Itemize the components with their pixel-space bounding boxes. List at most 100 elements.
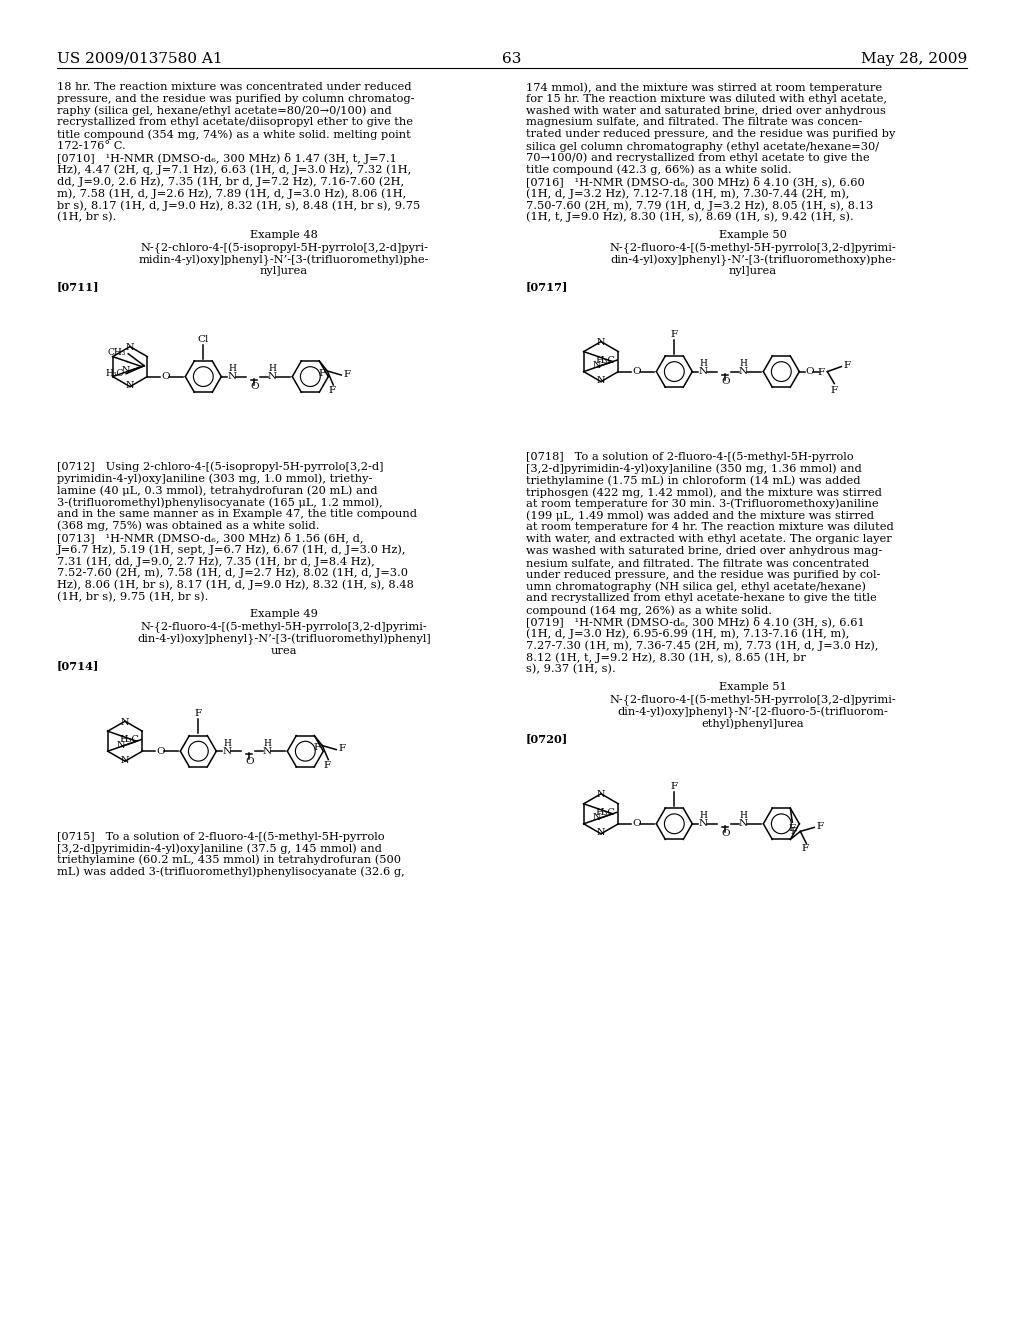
Text: nyl]urea: nyl]urea	[729, 267, 777, 276]
Text: J=6.7 Hz), 5.19 (1H, sept, J=6.7 Hz), 6.67 (1H, d, J=3.0 Hz),: J=6.7 Hz), 5.19 (1H, sept, J=6.7 Hz), 6.…	[57, 544, 407, 554]
Text: F: F	[318, 368, 326, 378]
Text: at room temperature for 30 min. 3-(Trifluoromethoxy)aniline: at room temperature for 30 min. 3-(Trifl…	[526, 499, 879, 510]
Text: br s), 8.17 (1H, d, J=9.0 Hz), 8.32 (1H, s), 8.48 (1H, br s), 9.75: br s), 8.17 (1H, d, J=9.0 Hz), 8.32 (1H,…	[57, 201, 420, 211]
Text: N: N	[267, 372, 276, 381]
Text: Example 48: Example 48	[250, 230, 317, 240]
Text: N-{2-fluoro-4-[(5-methyl-5H-pyrrolo[3,2-d]pyrimi-: N-{2-fluoro-4-[(5-methyl-5H-pyrrolo[3,2-…	[140, 622, 427, 634]
Text: [3,2-d]pyrimidin-4-yl)oxy]aniline (350 mg, 1.36 mmol) and: [3,2-d]pyrimidin-4-yl)oxy]aniline (350 m…	[526, 463, 862, 474]
Text: N: N	[597, 828, 605, 837]
Text: H: H	[223, 739, 231, 747]
Text: F: F	[791, 826, 798, 836]
Text: F: F	[844, 362, 851, 370]
Text: H: H	[268, 364, 276, 374]
Text: N: N	[263, 747, 272, 755]
Text: H: H	[739, 359, 748, 368]
Text: mL) was added 3-(trifluoromethyl)phenylisocyanate (32.6 g,: mL) was added 3-(trifluoromethyl)phenyli…	[57, 867, 404, 878]
Text: triethylamine (60.2 mL, 435 mmol) in tetrahydrofuran (500: triethylamine (60.2 mL, 435 mmol) in tet…	[57, 855, 401, 866]
Text: 7.50-7.60 (2H, m), 7.79 (1H, d, J=3.2 Hz), 8.05 (1H, s), 8.13: 7.50-7.60 (2H, m), 7.79 (1H, d, J=3.2 Hz…	[526, 201, 873, 211]
Text: F: F	[816, 822, 823, 830]
Text: N-{2-fluoro-4-[(5-methyl-5H-pyrrolo[3,2-d]pyrimi-: N-{2-fluoro-4-[(5-methyl-5H-pyrrolo[3,2-…	[609, 243, 896, 253]
Text: at room temperature for 4 hr. The reaction mixture was diluted: at room temperature for 4 hr. The reacti…	[526, 523, 894, 532]
Text: F: F	[329, 385, 336, 395]
Text: F: F	[817, 368, 824, 378]
Text: pressure, and the residue was purified by column chromatog-: pressure, and the residue was purified b…	[57, 94, 415, 104]
Text: H: H	[263, 739, 271, 747]
Text: F: F	[195, 709, 202, 718]
Text: 63: 63	[503, 51, 521, 66]
Text: O: O	[721, 829, 730, 838]
Text: F: F	[313, 743, 321, 752]
Text: N: N	[738, 820, 748, 828]
Text: 7.31 (1H, dd, J=9.0, 2.7 Hz), 7.35 (1H, br d, J=8.4 Hz),: 7.31 (1H, dd, J=9.0, 2.7 Hz), 7.35 (1H, …	[57, 556, 375, 566]
Text: was washed with saturated brine, dried over anhydrous mag-: was washed with saturated brine, dried o…	[526, 546, 883, 556]
Text: [0719]   ¹H-NMR (DMSO-d₆, 300 MHz) δ 4.10 (3H, s), 6.61: [0719] ¹H-NMR (DMSO-d₆, 300 MHz) δ 4.10 …	[526, 616, 864, 627]
Text: O: O	[245, 756, 254, 766]
Text: N: N	[126, 343, 134, 352]
Text: CH₃: CH₃	[108, 348, 126, 358]
Text: nyl]urea: nyl]urea	[260, 267, 308, 276]
Text: and recrystallized from ethyl acetate-hexane to give the title: and recrystallized from ethyl acetate-he…	[526, 593, 877, 603]
Text: H₃C: H₃C	[105, 370, 124, 379]
Text: O: O	[156, 747, 165, 755]
Text: m), 7.58 (1H, d, J=2.6 Hz), 7.89 (1H, d, J=3.0 Hz), 8.06 (1H,: m), 7.58 (1H, d, J=2.6 Hz), 7.89 (1H, d,…	[57, 189, 407, 199]
Text: 3-(trifluoromethyl)phenylisocyanate (165 μL, 1.2 mmol),: 3-(trifluoromethyl)phenylisocyanate (165…	[57, 498, 383, 508]
Text: (199 μL, 1.49 mmol) was added and the mixture was stirred: (199 μL, 1.49 mmol) was added and the mi…	[526, 511, 874, 521]
Text: title compound (354 mg, 74%) as a white solid. melting point: title compound (354 mg, 74%) as a white …	[57, 129, 411, 140]
Text: recrystallized from ethyl acetate/diisopropyl ether to give the: recrystallized from ethyl acetate/diisop…	[57, 117, 413, 128]
Text: dd, J=9.0, 2.6 Hz), 7.35 (1H, br d, J=7.2 Hz), 7.16-7.60 (2H,: dd, J=9.0, 2.6 Hz), 7.35 (1H, br d, J=7.…	[57, 177, 404, 187]
Text: H₃C: H₃C	[119, 735, 139, 744]
Text: N: N	[698, 367, 708, 376]
Text: N: N	[122, 366, 130, 375]
Text: under reduced pressure, and the residue was purified by col-: under reduced pressure, and the residue …	[526, 570, 881, 579]
Text: s), 9.37 (1H, s).: s), 9.37 (1H, s).	[526, 664, 615, 675]
Text: N: N	[223, 747, 231, 755]
Text: urea: urea	[270, 645, 297, 656]
Text: 172-176° C.: 172-176° C.	[57, 141, 126, 150]
Text: 7.52-7.60 (2H, m), 7.58 (1H, d, J=2.7 Hz), 8.02 (1H, d, J=3.0: 7.52-7.60 (2H, m), 7.58 (1H, d, J=2.7 Hz…	[57, 568, 408, 578]
Text: [3,2-d]pyrimidin-4-yl)oxy]aniline (37.5 g, 145 mmol) and: [3,2-d]pyrimidin-4-yl)oxy]aniline (37.5 …	[57, 843, 382, 854]
Text: N-{2-chloro-4-[(5-isopropyl-5H-pyrrolo[3,2-d]pyri-: N-{2-chloro-4-[(5-isopropyl-5H-pyrrolo[3…	[140, 243, 428, 253]
Text: [0720]: [0720]	[526, 733, 568, 744]
Text: F: F	[671, 330, 678, 339]
Text: O: O	[161, 372, 170, 381]
Text: silica gel column chromatography (ethyl acetate/hexane=30/: silica gel column chromatography (ethyl …	[526, 141, 880, 152]
Text: F: F	[788, 824, 796, 833]
Text: title compound (42.3 g, 66%) as a white solid.: title compound (42.3 g, 66%) as a white …	[526, 165, 792, 176]
Text: din-4-yl)oxy]phenyl}-N’-[3-(trifluoromethyl)phenyl]: din-4-yl)oxy]phenyl}-N’-[3-(trifluoromet…	[137, 634, 431, 645]
Text: ethyl)phenyl]urea: ethyl)phenyl]urea	[701, 718, 804, 729]
Text: N: N	[117, 741, 125, 750]
Text: (1H, br s).: (1H, br s).	[57, 211, 117, 222]
Text: [0710]   ¹H-NMR (DMSO-d₆, 300 MHz) δ 1.47 (3H, t, J=7.1: [0710] ¹H-NMR (DMSO-d₆, 300 MHz) δ 1.47 …	[57, 153, 397, 164]
Text: N: N	[121, 755, 129, 764]
Text: N: N	[738, 367, 748, 376]
Text: May 28, 2009: May 28, 2009	[861, 51, 967, 66]
Text: H: H	[228, 364, 237, 374]
Text: [0714]: [0714]	[57, 660, 99, 672]
Text: O: O	[632, 820, 641, 828]
Text: O: O	[805, 367, 814, 376]
Text: N-{2-fluoro-4-[(5-methyl-5H-pyrrolo[3,2-d]pyrimi-: N-{2-fluoro-4-[(5-methyl-5H-pyrrolo[3,2-…	[609, 694, 896, 706]
Text: 70→100/0) and recrystallized from ethyl acetate to give the: 70→100/0) and recrystallized from ethyl …	[526, 153, 869, 164]
Text: Hz), 8.06 (1H, br s), 8.17 (1H, d, J=9.0 Hz), 8.32 (1H, s), 8.48: Hz), 8.06 (1H, br s), 8.17 (1H, d, J=9.0…	[57, 579, 414, 590]
Text: raphy (silica gel, hexane/ethyl acetate=80/20→0/100) and: raphy (silica gel, hexane/ethyl acetate=…	[57, 106, 391, 116]
Text: washed with water and saturated brine, dried over anhydrous: washed with water and saturated brine, d…	[526, 106, 886, 116]
Text: [0713]   ¹H-NMR (DMSO-d₆, 300 MHz) δ 1.56 (6H, d,: [0713] ¹H-NMR (DMSO-d₆, 300 MHz) δ 1.56 …	[57, 532, 364, 544]
Text: (368 mg, 75%) was obtained as a white solid.: (368 mg, 75%) was obtained as a white so…	[57, 520, 319, 531]
Text: H₃C: H₃C	[595, 355, 615, 364]
Text: for 15 hr. The reaction mixture was diluted with ethyl acetate,: for 15 hr. The reaction mixture was dilu…	[526, 94, 887, 104]
Text: Hz), 4.47 (2H, q, J=7.1 Hz), 6.63 (1H, d, J=3.0 Hz), 7.32 (1H,: Hz), 4.47 (2H, q, J=7.1 Hz), 6.63 (1H, d…	[57, 165, 412, 176]
Text: [0718]   To a solution of 2-fluoro-4-[(5-methyl-5H-pyrrolo: [0718] To a solution of 2-fluoro-4-[(5-m…	[526, 451, 854, 462]
Text: (1H, t, J=9.0 Hz), 8.30 (1H, s), 8.69 (1H, s), 9.42 (1H, s).: (1H, t, J=9.0 Hz), 8.30 (1H, s), 8.69 (1…	[526, 211, 854, 222]
Text: [0717]: [0717]	[526, 281, 568, 292]
Text: umn chromatography (NH silica gel, ethyl acetate/hexane): umn chromatography (NH silica gel, ethyl…	[526, 581, 866, 591]
Text: [0715]   To a solution of 2-fluoro-4-[(5-methyl-5H-pyrrolo: [0715] To a solution of 2-fluoro-4-[(5-m…	[57, 832, 385, 842]
Text: F: F	[830, 385, 838, 395]
Text: O: O	[721, 378, 730, 387]
Text: triphosgen (422 mg, 1.42 mmol), and the mixture was stirred: triphosgen (422 mg, 1.42 mmol), and the …	[526, 487, 882, 498]
Text: 174 mmol), and the mixture was stirred at room temperature: 174 mmol), and the mixture was stirred a…	[526, 82, 882, 92]
Text: with water, and extracted with ethyl acetate. The organic layer: with water, and extracted with ethyl ace…	[526, 535, 892, 544]
Text: F: F	[802, 845, 809, 854]
Text: triethylamine (1.75 mL) in chloroform (14 mL) was added: triethylamine (1.75 mL) in chloroform (1…	[526, 475, 860, 486]
Text: N: N	[227, 372, 237, 381]
Text: N: N	[593, 813, 601, 822]
